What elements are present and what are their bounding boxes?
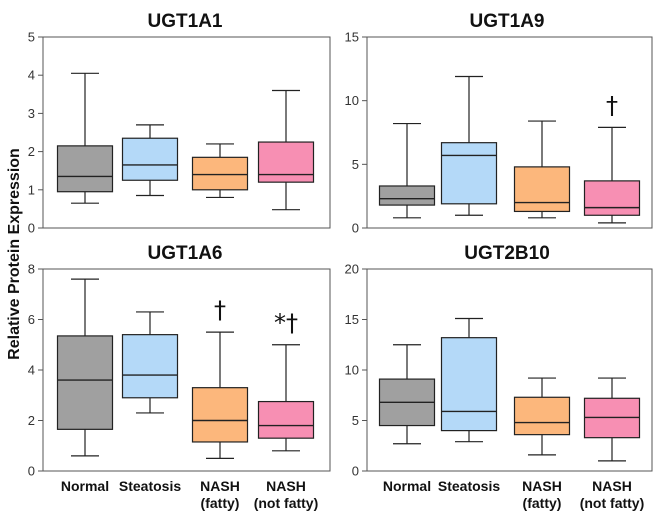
y-tick-label: 6 — [28, 312, 35, 327]
box-normal — [56, 72, 114, 204]
iqr-box — [121, 334, 179, 399]
y-tick-label: 0 — [28, 221, 35, 236]
iqr-box — [56, 145, 114, 193]
panel-title: UGT1A6 — [148, 243, 223, 264]
significance-mark: † — [606, 91, 618, 119]
panel-title: UGT1A1 — [148, 11, 223, 32]
category-label: Steatosis — [119, 478, 181, 494]
panel-ugt1a6: UGT1A6 0 2 4 6 8 † *† — [28, 243, 331, 479]
box-steatosis — [440, 75, 498, 216]
panel-ugt1a1: UGT1A1 0 1 2 3 4 5 — [28, 11, 331, 236]
box-normal — [378, 344, 436, 445]
significance-mark: † — [214, 296, 226, 324]
y-tick-label: 10 — [345, 363, 359, 378]
iqr-box — [378, 185, 436, 206]
iqr-box — [440, 337, 498, 432]
y-tick-label: 4 — [28, 363, 35, 378]
y-tick-label: 2 — [28, 144, 35, 159]
iqr-box — [513, 166, 571, 213]
plot-frame — [366, 36, 653, 229]
iqr-box — [257, 400, 315, 439]
y-tick-label: 3 — [28, 106, 35, 121]
panel-ugt1a9: UGT1A9 0 5 10 15 † — [345, 11, 653, 236]
y-tick-label: 5 — [352, 157, 359, 172]
box-nash-fatty — [513, 377, 571, 456]
plot-frame — [366, 268, 653, 472]
category-label: NASH (not fatty) — [254, 478, 319, 511]
significance-mark: *† — [274, 309, 298, 337]
box-nash-not-fatty: † — [583, 91, 641, 224]
y-tick-label: 4 — [28, 68, 35, 83]
box-nash-not-fatty — [257, 89, 315, 211]
y-tick-label: 0 — [352, 221, 359, 236]
y-tick-label: 10 — [345, 93, 359, 108]
box-nash-not-fatty — [583, 377, 641, 462]
y-tick-label: 0 — [28, 464, 35, 479]
box-nash-fatty — [191, 143, 249, 199]
y-tick-label: 15 — [345, 30, 359, 45]
y-axis-label: Relative Protein Expression — [6, 148, 23, 360]
category-label: NASH (fatty) — [200, 478, 240, 511]
plot-frame — [42, 36, 331, 229]
category-label: Steatosis — [438, 478, 500, 494]
box-steatosis — [121, 124, 179, 197]
iqr-box — [257, 141, 315, 183]
y-tick-label: 20 — [345, 262, 359, 277]
iqr-box — [56, 335, 114, 430]
panel-title: UGT1A9 — [470, 11, 545, 32]
y-tick-label: 2 — [28, 413, 35, 428]
box-normal — [56, 278, 114, 457]
category-label: Normal — [383, 478, 431, 494]
panel-ugt2b10: UGT2B10 0 5 10 15 20 — [345, 243, 653, 479]
iqr-box — [513, 396, 571, 436]
y-tick-label: 8 — [28, 262, 35, 277]
iqr-box — [191, 387, 249, 443]
iqr-box — [121, 137, 179, 181]
box-nash-not-fatty: *† — [257, 309, 315, 452]
y-tick-label: 5 — [352, 413, 359, 428]
category-label: NASH (not fatty) — [580, 478, 645, 511]
y-tick-label: 5 — [28, 30, 35, 45]
y-tick-label: 1 — [28, 182, 35, 197]
box-steatosis — [121, 311, 179, 414]
box-steatosis — [440, 317, 498, 443]
y-tick-label: 0 — [352, 464, 359, 479]
box-nash-fatty — [513, 120, 571, 219]
iqr-box — [440, 142, 498, 205]
box-nash-fatty: † — [191, 296, 249, 459]
panel-title: UGT2B10 — [464, 243, 550, 264]
y-tick-label: 15 — [345, 312, 359, 327]
iqr-box — [583, 180, 641, 216]
iqr-box — [191, 156, 249, 191]
category-label: Normal — [61, 478, 109, 494]
category-label: NASH (fatty) — [522, 478, 562, 511]
box-normal — [378, 122, 436, 219]
